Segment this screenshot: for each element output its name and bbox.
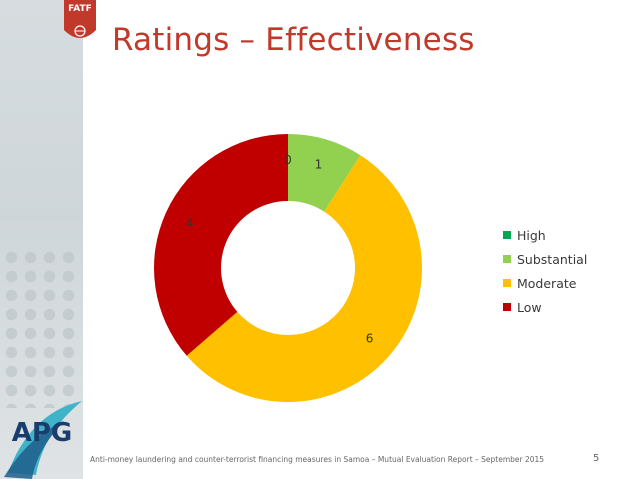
page-number: 5 — [593, 453, 600, 464]
chart-legend: High Substantial Moderate Low — [503, 223, 587, 319]
legend-swatch-high — [503, 231, 511, 239]
data-label-low: 4 — [186, 216, 194, 230]
legend-label-low: Low — [517, 299, 542, 315]
legend-item-substantial: Substantial — [503, 247, 587, 271]
sidebar-dot-pattern — [2, 248, 82, 408]
slide-footer: Anti-money laundering and counter-terror… — [90, 455, 545, 464]
fatf-logo-text: FATF — [68, 4, 92, 14]
legend-swatch-substantial — [503, 255, 511, 263]
fatf-gafi-logo: FATF — [64, 0, 96, 38]
legend-label-substantial: Substantial — [517, 251, 588, 267]
legend-label-high: High — [517, 227, 546, 243]
legend-swatch-moderate — [503, 279, 511, 287]
apg-logo: APG — [4, 401, 82, 479]
legend-swatch-low — [503, 303, 511, 311]
slide-title: Ratings – Effectiveness — [112, 22, 475, 58]
data-label-moderate: 6 — [366, 332, 374, 346]
data-label-substantial: 1 — [315, 157, 323, 171]
slice-low — [154, 134, 288, 356]
legend-item-high: High — [503, 223, 587, 247]
data-label-high: 0 — [284, 153, 292, 167]
apg-logo-text: APG — [12, 418, 73, 448]
effectiveness-donut-chart: 0 1 6 4 — [154, 134, 422, 402]
legend-label-moderate: Moderate — [517, 275, 577, 291]
legend-item-low: Low — [503, 295, 587, 319]
slice-moderate — [186, 155, 422, 402]
legend-item-moderate: Moderate — [503, 271, 587, 295]
slice-substantial — [288, 134, 361, 212]
